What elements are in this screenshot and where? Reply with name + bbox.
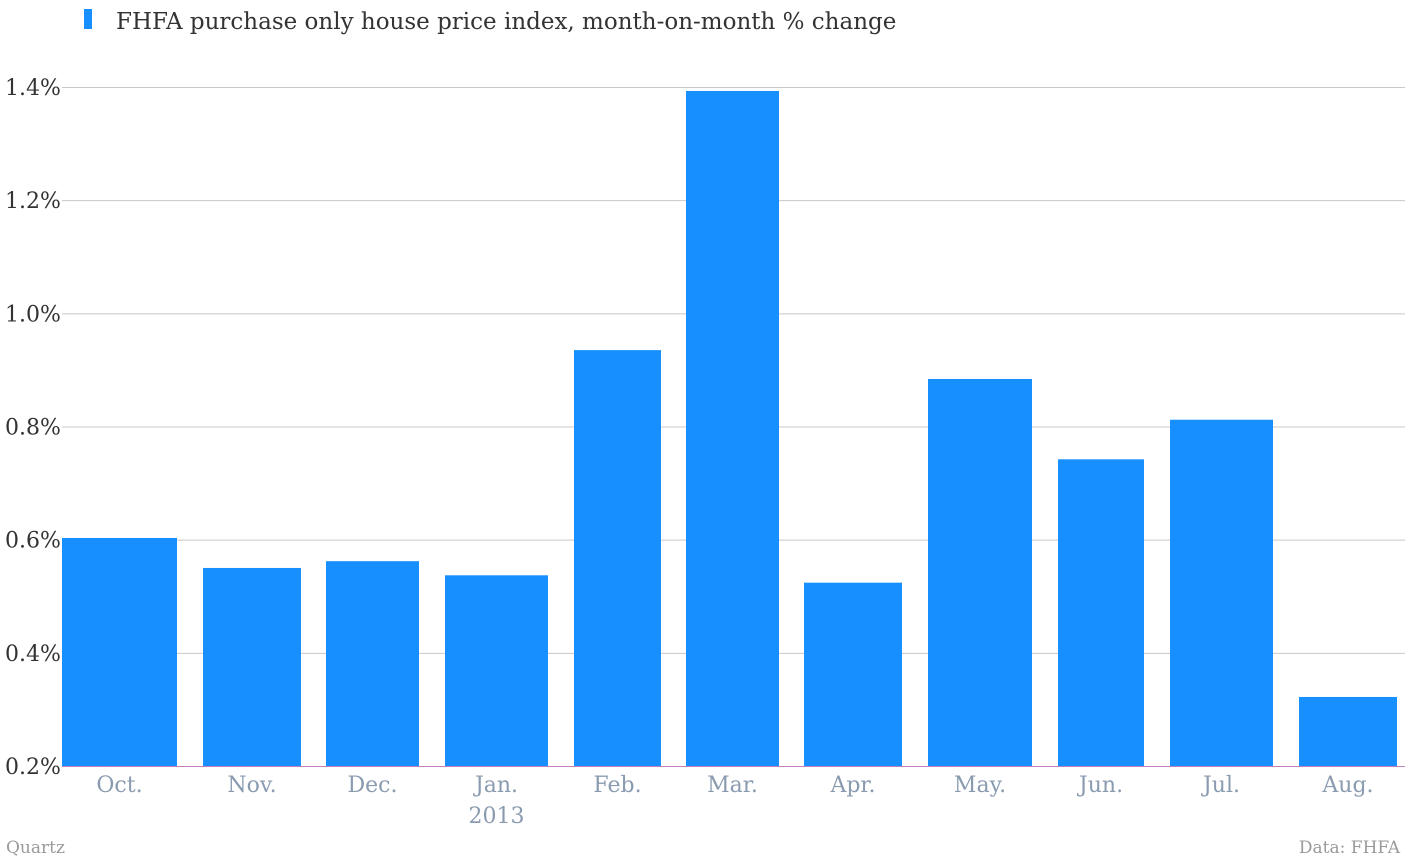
y-tick-label: 1.0% <box>5 302 61 327</box>
bar-oct <box>62 537 177 766</box>
x-tick-label: Apr. <box>829 773 875 798</box>
x-axis-ticks: Oct. Nov. Dec. Jan. 2013 Feb. Mar. Apr. May. Jun.… <box>96 773 1373 829</box>
bar-jan <box>445 575 548 766</box>
x-tick-label: Jul. <box>1201 773 1240 798</box>
y-tick-label: 0.6% <box>5 529 61 554</box>
bar-aug <box>1299 696 1397 766</box>
x-tick-label: Mar. <box>707 773 758 798</box>
bar-mar <box>686 90 779 767</box>
x-tick-label: Oct. <box>96 773 142 798</box>
y-tick-label: 1.4% <box>5 76 61 101</box>
legend: FHFA purchase only house price index, mo… <box>84 9 896 35</box>
x-tick-label: Dec. <box>348 773 398 798</box>
legend-swatch <box>84 9 92 29</box>
bar-dec <box>326 561 419 766</box>
x-tick-label: Jan. <box>473 773 518 798</box>
bar-apr <box>804 582 902 766</box>
y-tick-label: 0.2% <box>5 755 61 780</box>
bar-may <box>928 378 1032 766</box>
bars <box>62 90 1397 767</box>
bar-jul <box>1170 419 1273 766</box>
x-tick-label: May. <box>954 773 1006 798</box>
bar-nov <box>203 567 301 766</box>
x-tick-label: Nov. <box>227 773 276 798</box>
legend-label: FHFA purchase only house price index, mo… <box>116 9 896 35</box>
x-tick-sublabel: 2013 <box>469 804 525 829</box>
x-tick-label: Jun. <box>1077 773 1123 798</box>
footer-source-right: Data: FHFA <box>1299 838 1401 858</box>
y-tick-label: 0.4% <box>5 642 61 667</box>
bar-jun <box>1058 459 1144 766</box>
x-tick-label: Feb. <box>593 773 641 798</box>
bar-feb <box>574 350 661 766</box>
x-tick-label: Aug. <box>1321 773 1373 798</box>
footer-source-left: Quartz <box>6 838 65 858</box>
y-tick-label: 0.8% <box>5 416 61 441</box>
y-tick-label: 1.2% <box>5 189 61 214</box>
y-axis-ticks: 0.2% 0.4% 0.6% 0.8% 1.0% 1.2% 1.4% <box>5 76 61 780</box>
